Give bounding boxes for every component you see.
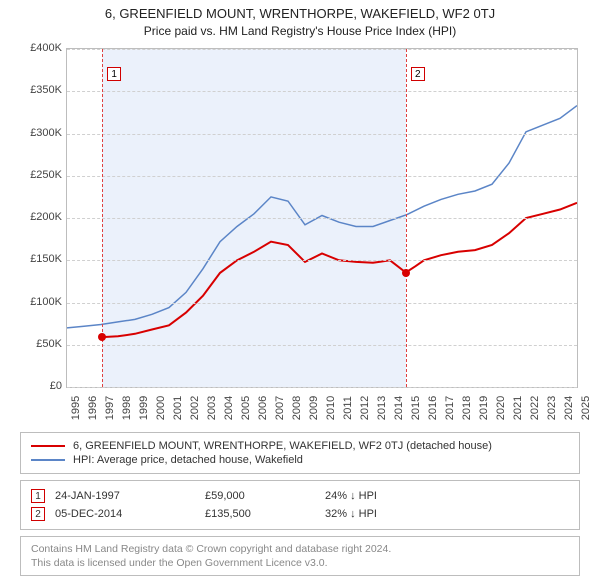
footer-line: This data is licensed under the Open Gov… <box>31 556 569 570</box>
footer-attribution: Contains HM Land Registry data © Crown c… <box>20 536 580 576</box>
x-tick-label: 2004 <box>219 396 235 420</box>
x-tick-label: 2000 <box>151 396 167 420</box>
x-tick-label: 2007 <box>270 396 286 420</box>
legend-swatch <box>31 459 65 461</box>
y-tick-label: £0 <box>18 380 62 392</box>
x-tick-label: 2002 <box>185 396 201 420</box>
sale-marker-icon: 2 <box>31 507 45 521</box>
x-tick-label: 2003 <box>202 396 218 420</box>
x-tick-label: 2015 <box>406 396 422 420</box>
x-tick-label: 2016 <box>423 396 439 420</box>
y-tick-label: £350K <box>18 84 62 96</box>
event-marker: 1 <box>107 67 121 81</box>
x-tick-label: 2024 <box>559 396 575 420</box>
y-tick-label: £250K <box>18 169 62 181</box>
y-tick-label: £400K <box>18 42 62 54</box>
sale-point-icon <box>98 333 106 341</box>
x-tick-label: 2013 <box>372 396 388 420</box>
chart-area: £0 £50K £100K £150K £200K £250K £300K £350K £400… <box>20 44 580 424</box>
x-tick-label: 1999 <box>134 396 150 420</box>
x-tick-label: 1995 <box>66 396 82 420</box>
x-tick-label: 2014 <box>389 396 405 420</box>
sale-price: £59,000 <box>205 490 315 502</box>
series-hpi <box>67 106 577 328</box>
sales-table: 1 24-JAN-1997 £59,000 24% ↓ HPI 2 05-DEC… <box>20 480 580 530</box>
x-tick-label: 2001 <box>168 396 184 420</box>
y-tick-label: £300K <box>18 127 62 139</box>
legend-item: 6, GREENFIELD MOUNT, WRENTHORPE, WAKEFIE… <box>31 439 569 453</box>
legend-label: HPI: Average price, detached house, Wake… <box>73 454 303 466</box>
legend-box: 6, GREENFIELD MOUNT, WRENTHORPE, WAKEFIE… <box>20 432 580 474</box>
x-tick-label: 2017 <box>440 396 456 420</box>
plot-area: 12 <box>66 48 578 388</box>
y-tick-label: £50K <box>18 338 62 350</box>
sale-point-icon <box>402 269 410 277</box>
legend-label: 6, GREENFIELD MOUNT, WRENTHORPE, WAKEFIE… <box>73 440 492 452</box>
x-tick-label: 2025 <box>576 396 592 420</box>
event-marker: 2 <box>411 67 425 81</box>
chart-subtitle: Price paid vs. HM Land Registry's House … <box>0 21 600 44</box>
sale-price: £135,500 <box>205 508 315 520</box>
x-tick-label: 1998 <box>117 396 133 420</box>
x-tick-label: 2023 <box>542 396 558 420</box>
y-tick-label: £150K <box>18 253 62 265</box>
table-row: 1 24-JAN-1997 £59,000 24% ↓ HPI <box>31 487 569 505</box>
sale-marker-icon: 1 <box>31 489 45 503</box>
x-tick-label: 2018 <box>457 396 473 420</box>
table-row: 2 05-DEC-2014 £135,500 32% ↓ HPI <box>31 505 569 523</box>
chart-container: 6, GREENFIELD MOUNT, WRENTHORPE, WAKEFIE… <box>0 0 600 560</box>
sale-date: 24-JAN-1997 <box>55 490 195 502</box>
x-tick-label: 1996 <box>83 396 99 420</box>
chart-title: 6, GREENFIELD MOUNT, WRENTHORPE, WAKEFIE… <box>0 0 600 21</box>
x-tick-label: 2021 <box>508 396 524 420</box>
sale-hpi-diff: 24% ↓ HPI <box>325 490 435 502</box>
x-tick-label: 2006 <box>253 396 269 420</box>
x-tick-label: 2020 <box>491 396 507 420</box>
footer-line: Contains HM Land Registry data © Crown c… <box>31 542 569 556</box>
x-tick-label: 2005 <box>236 396 252 420</box>
y-tick-label: £200K <box>18 211 62 223</box>
x-tick-label: 1997 <box>100 396 116 420</box>
y-tick-label: £100K <box>18 296 62 308</box>
x-tick-label: 2012 <box>355 396 371 420</box>
x-tick-label: 2022 <box>525 396 541 420</box>
sale-hpi-diff: 32% ↓ HPI <box>325 508 435 520</box>
sale-date: 05-DEC-2014 <box>55 508 195 520</box>
x-tick-label: 2009 <box>304 396 320 420</box>
x-tick-label: 2011 <box>338 396 354 420</box>
x-tick-label: 2008 <box>287 396 303 420</box>
x-tick-label: 2019 <box>474 396 490 420</box>
legend-swatch <box>31 445 65 447</box>
legend-item: HPI: Average price, detached house, Wake… <box>31 453 569 467</box>
x-tick-label: 2010 <box>321 396 337 420</box>
